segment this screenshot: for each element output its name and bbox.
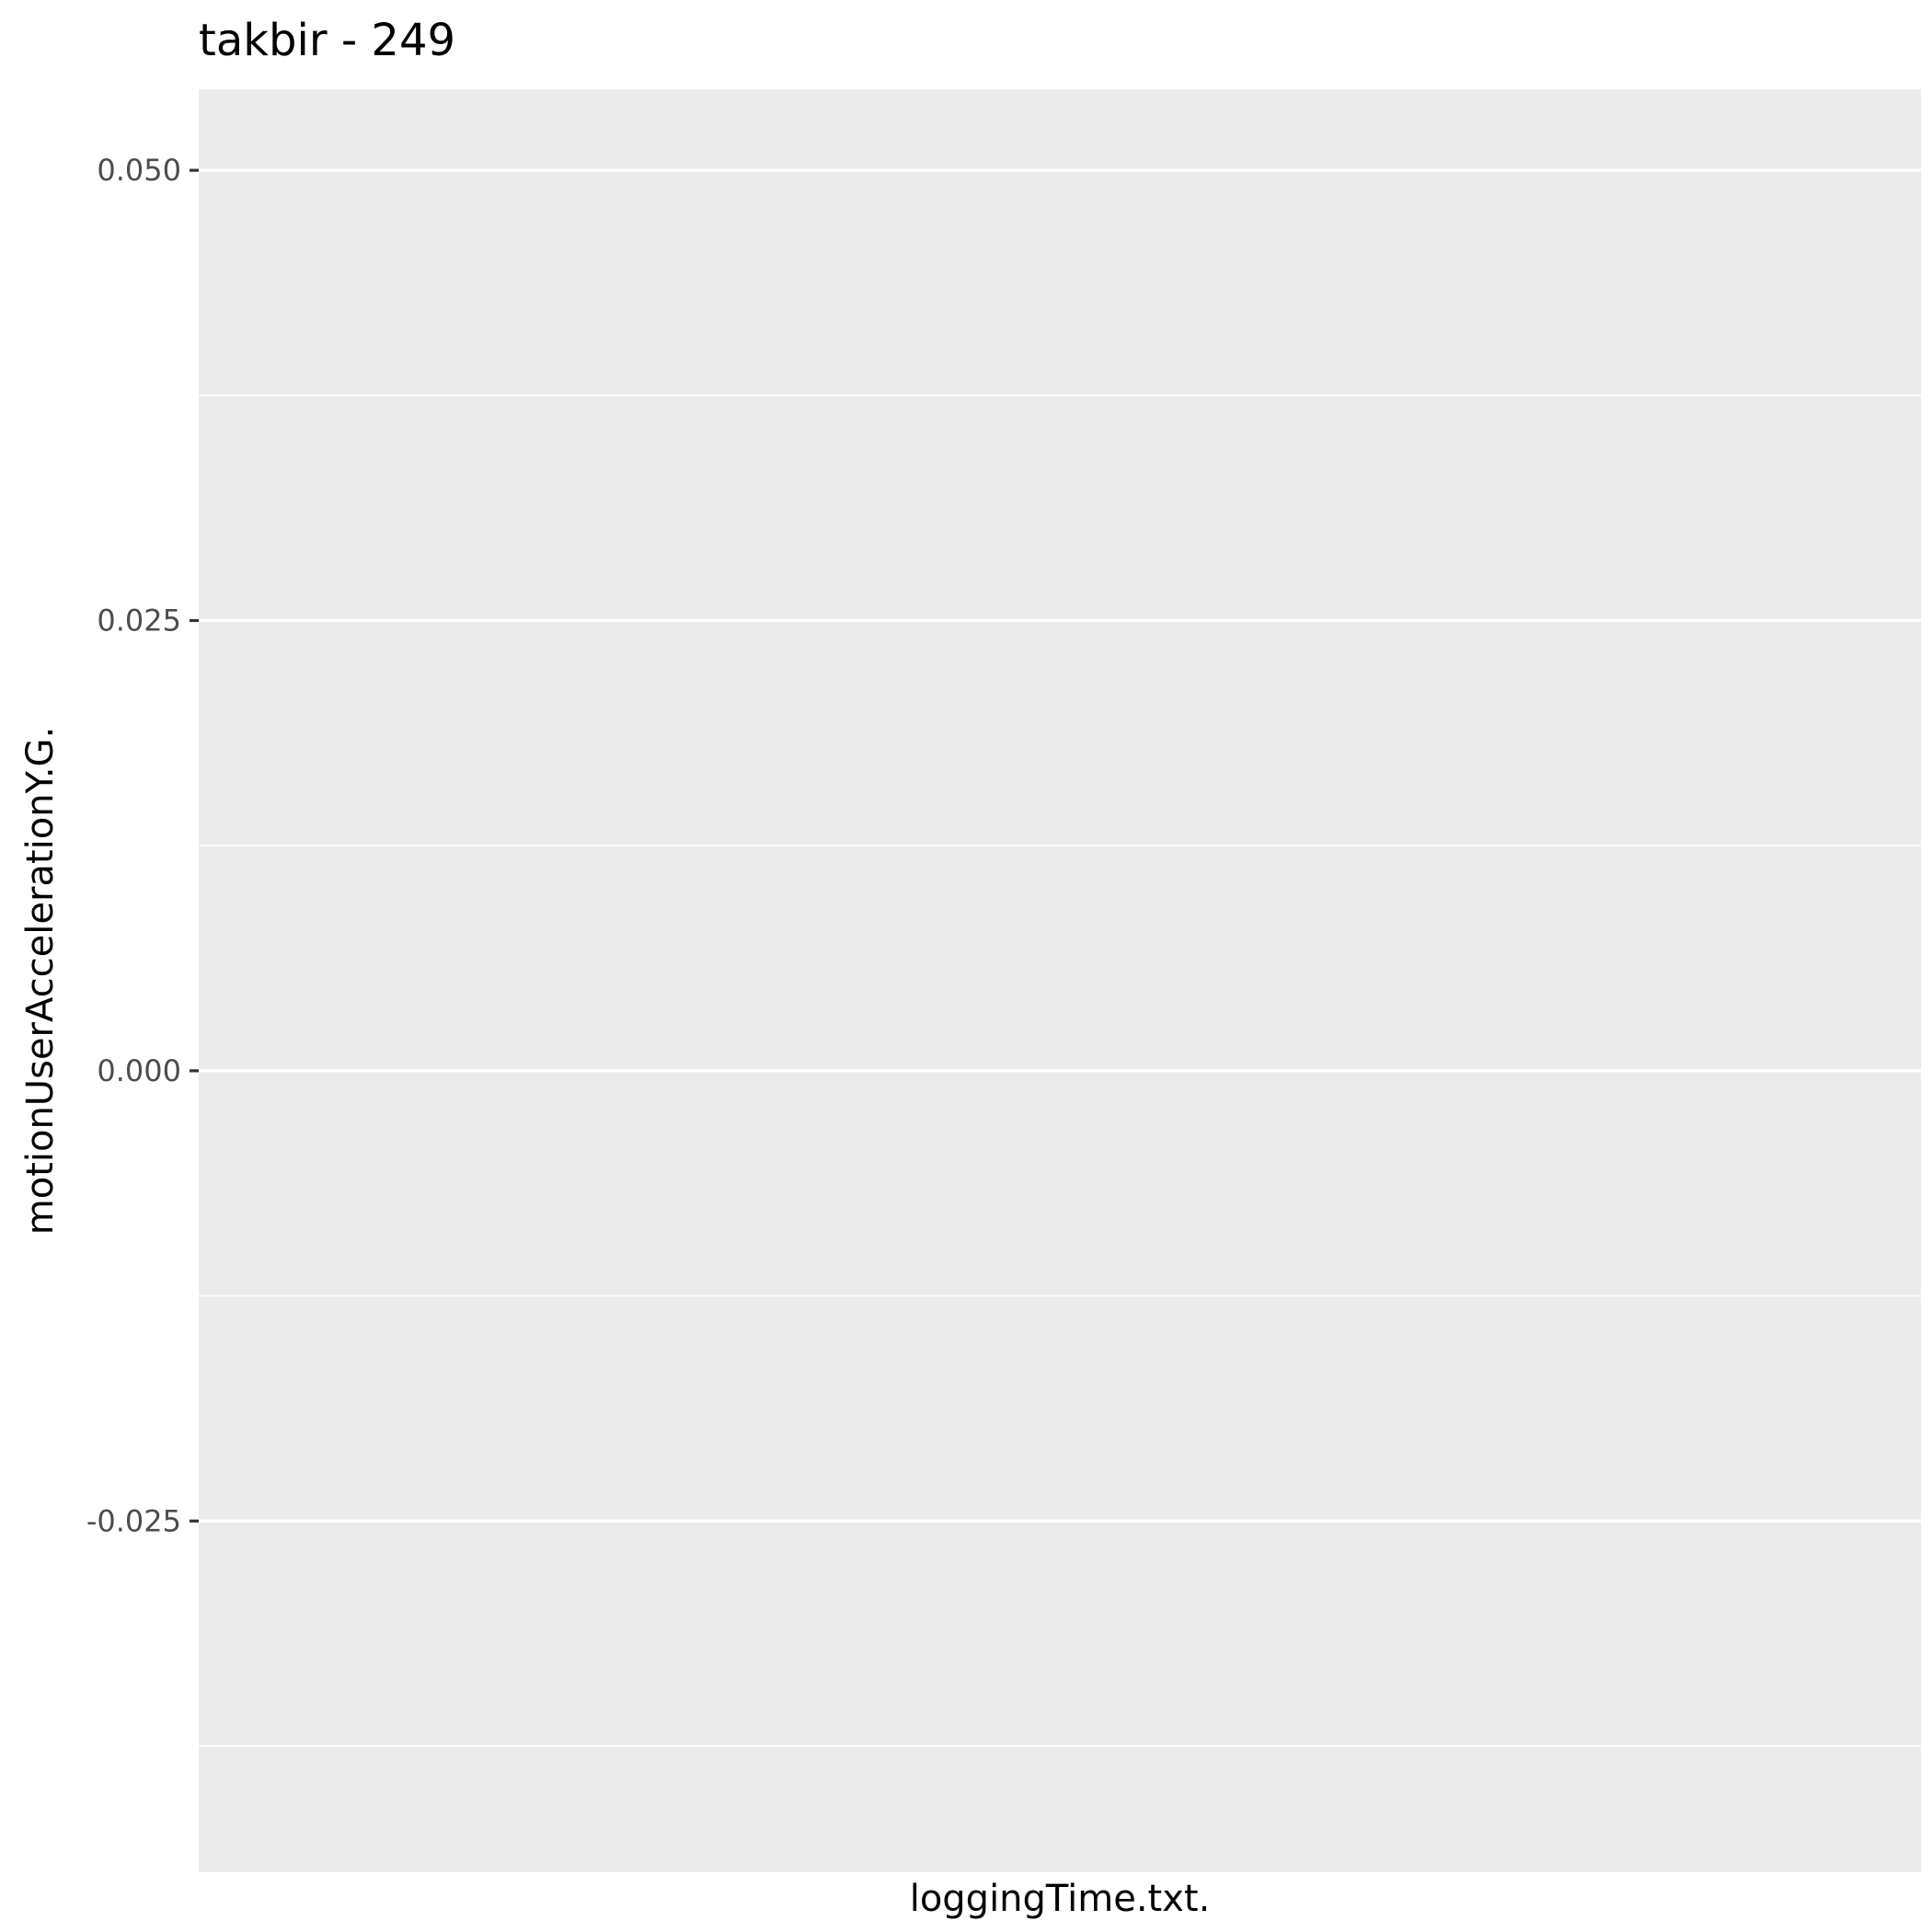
major-gridlines bbox=[199, 168, 1921, 1523]
x-axis-title: loggingTime.txt. bbox=[910, 1878, 1211, 1920]
y-axis-tick-labels: -0.025 0.000 0.025 0.050 bbox=[86, 153, 181, 1538]
y-tick-label: 0.050 bbox=[97, 153, 181, 188]
plot-panel bbox=[199, 89, 1921, 1872]
y-tick-label: 0.000 bbox=[97, 1053, 181, 1088]
y-axis-ticks bbox=[190, 168, 199, 1523]
y-axis-title: motionUserAccelerationY.G. bbox=[19, 727, 62, 1236]
minor-gridlines bbox=[199, 394, 1921, 1747]
y-tick-label: -0.025 bbox=[86, 1503, 181, 1538]
y-tick-label: 0.025 bbox=[97, 603, 181, 638]
chart-title: takbir - 249 bbox=[199, 15, 455, 66]
